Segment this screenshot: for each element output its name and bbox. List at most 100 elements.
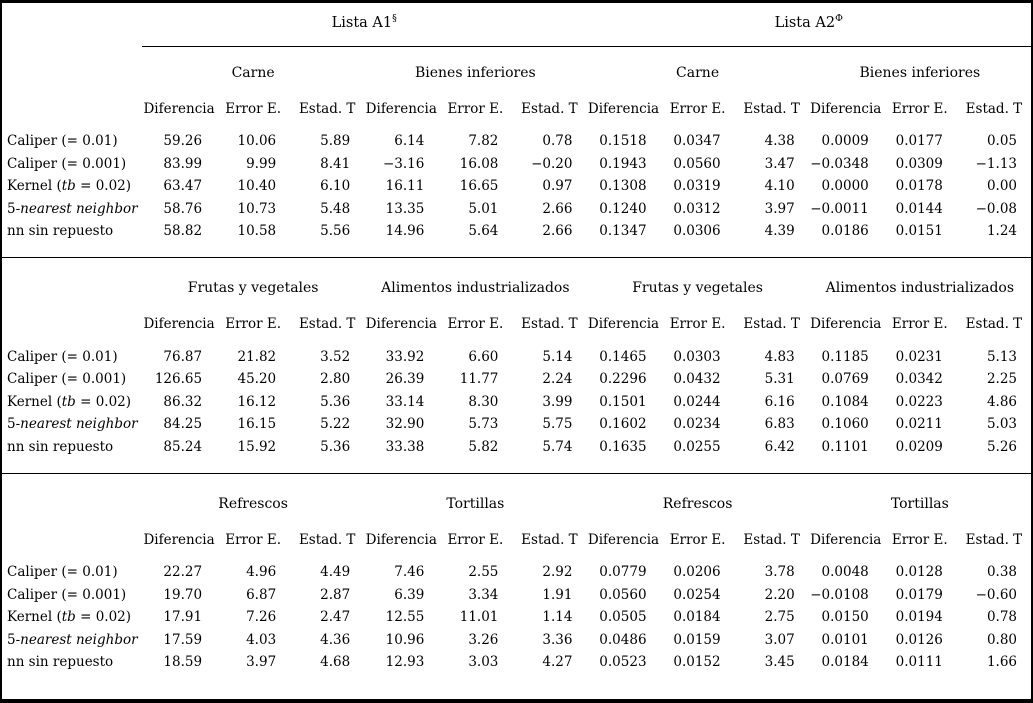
value-cell: 1.66 [986, 654, 1017, 671]
value-cell: 10.40 [237, 178, 277, 195]
row-label-text: nearest neighbor [20, 631, 138, 648]
value-cell: 5.36 [320, 438, 351, 455]
value-cell: 0.0505 [599, 609, 647, 626]
value-cell: 0.1635 [599, 438, 647, 455]
value-cell: 2.47 [320, 609, 351, 626]
row-label: Caliper (= 0.01) [2, 130, 142, 153]
row-label-text: nearest neighbor [20, 200, 138, 217]
value-cell: 4.96 [246, 564, 277, 581]
value-cell: 5.75 [542, 416, 573, 433]
value-cell: 0.0206 [673, 564, 721, 581]
value-cell: 0.0211 [895, 416, 943, 433]
table-row: Kernel (tb = 0.02) 86.32 16.12 5.36 33.14 8.3… [2, 390, 1031, 413]
value-cell: 0.78 [542, 133, 573, 150]
value-cell: 16.15 [237, 416, 277, 433]
value-cell: 33.38 [385, 438, 425, 455]
metric-header-1: Error E. [225, 100, 281, 117]
row-label: Caliper (= 0.001) [2, 368, 142, 391]
value-cell: 59.26 [163, 133, 203, 150]
group-header-3: Tortillas [890, 495, 949, 512]
row-label-text: Caliper (= 0.01) [7, 348, 118, 365]
value-cell: −0.0348 [810, 155, 869, 172]
metric-header-2: Estad. T [965, 531, 1023, 548]
value-cell: 5.14 [542, 348, 573, 365]
metric-header-0: Diferencia [143, 531, 215, 548]
value-cell: 7.26 [246, 609, 277, 626]
row-label-spacer [2, 46, 142, 81]
value-cell: 16.08 [459, 155, 499, 172]
metric-header-0: Diferencia [587, 531, 660, 548]
row-label-text: 5- [7, 631, 21, 648]
value-cell: 58.76 [163, 200, 203, 217]
value-cell: 0.0184 [821, 654, 869, 671]
value-cell: 5.26 [986, 438, 1017, 455]
value-cell: 5.31 [764, 371, 795, 388]
value-cell: 0.0178 [895, 178, 943, 195]
row-label: nn sin repuesto [2, 651, 142, 674]
value-cell: 0.0223 [895, 393, 943, 410]
value-cell: 0.1602 [599, 416, 647, 433]
value-cell: 0.2296 [599, 371, 647, 388]
group-header-row: Frutas y vegetales Alimentos industrializ… [2, 258, 1031, 297]
value-cell: −0.0108 [810, 586, 869, 603]
value-cell: 26.39 [385, 371, 425, 388]
value-cell: 0.0254 [673, 586, 721, 603]
row-label-text: tb [61, 393, 76, 410]
results-table: Lista A1§ Lista A2Φ Carne Bienes inferiores… [2, 3, 1031, 685]
value-cell: 0.0179 [895, 586, 943, 603]
value-cell: 8.30 [468, 393, 499, 410]
value-cell: 5.74 [542, 438, 573, 455]
metric-header-0: Diferencia [365, 531, 437, 548]
group-header-3: Alimentos industrializados [825, 280, 1015, 297]
group-header-2: Carne [676, 64, 720, 81]
bottom-spacer [2, 673, 1031, 685]
value-cell: 0.0306 [673, 223, 721, 240]
value-cell: 45.20 [237, 371, 277, 388]
row-label-spacer [2, 81, 142, 130]
value-cell: 16.12 [237, 393, 277, 410]
group-header-0: Frutas y vegetales [187, 280, 319, 297]
divider-row [2, 242, 1031, 259]
value-cell: 3.97 [764, 200, 795, 217]
value-cell: 4.83 [764, 348, 795, 365]
value-cell: 0.1347 [599, 223, 647, 240]
value-cell: 17.59 [163, 631, 203, 648]
value-cell: 33.14 [385, 393, 425, 410]
value-cell: 0.0186 [821, 223, 869, 240]
value-cell: 3.97 [246, 654, 277, 671]
panel-divider [2, 457, 1031, 474]
value-cell: 21.82 [237, 348, 277, 365]
metric-header-1: Error E. [891, 100, 948, 117]
metric-header-1: Error E. [669, 531, 726, 548]
value-cell: 3.26 [468, 631, 499, 648]
metric-header-row: Diferencia Error E. Estad. T Diferencia Erro… [2, 296, 1031, 345]
row-label-text: Kernel ( [7, 609, 62, 626]
row-label-text: Caliper (= 0.01) [7, 564, 118, 581]
value-cell: −3.16 [382, 155, 425, 172]
row-label-text: Caliper (= 0.001) [7, 586, 127, 603]
value-cell: 0.05 [986, 133, 1017, 150]
table-row: nn sin repuesto 18.59 3.97 4.68 12.93 3.03 4.2… [2, 651, 1031, 674]
lista-header-label: Lista A2 [774, 14, 836, 31]
value-cell: 86.32 [163, 393, 203, 410]
value-cell: 4.27 [542, 654, 573, 671]
row-label: Caliper (= 0.001) [2, 583, 142, 606]
group-header-1: Tortillas [446, 495, 505, 512]
value-cell: 11.01 [459, 609, 499, 626]
row-label-spacer [2, 473, 142, 512]
value-cell: 3.45 [764, 654, 795, 671]
value-cell: 6.42 [764, 438, 795, 455]
value-cell: 0.0231 [895, 348, 943, 365]
metric-header-1: Error E. [225, 316, 281, 333]
value-cell: 5.82 [468, 438, 499, 455]
value-cell: 19.70 [163, 586, 203, 603]
value-cell: 6.14 [394, 133, 425, 150]
group-header-1: Alimentos industrializados [381, 280, 570, 297]
metric-header-0: Diferencia [810, 100, 882, 117]
metric-header-0: Diferencia [810, 531, 882, 548]
value-cell: 0.78 [986, 609, 1017, 626]
row-label: Kernel (tb = 0.02) [2, 175, 142, 198]
row-label-text: Caliper (= 0.001) [7, 155, 127, 172]
value-cell: 84.25 [163, 416, 203, 433]
value-cell: 9.99 [246, 155, 277, 172]
